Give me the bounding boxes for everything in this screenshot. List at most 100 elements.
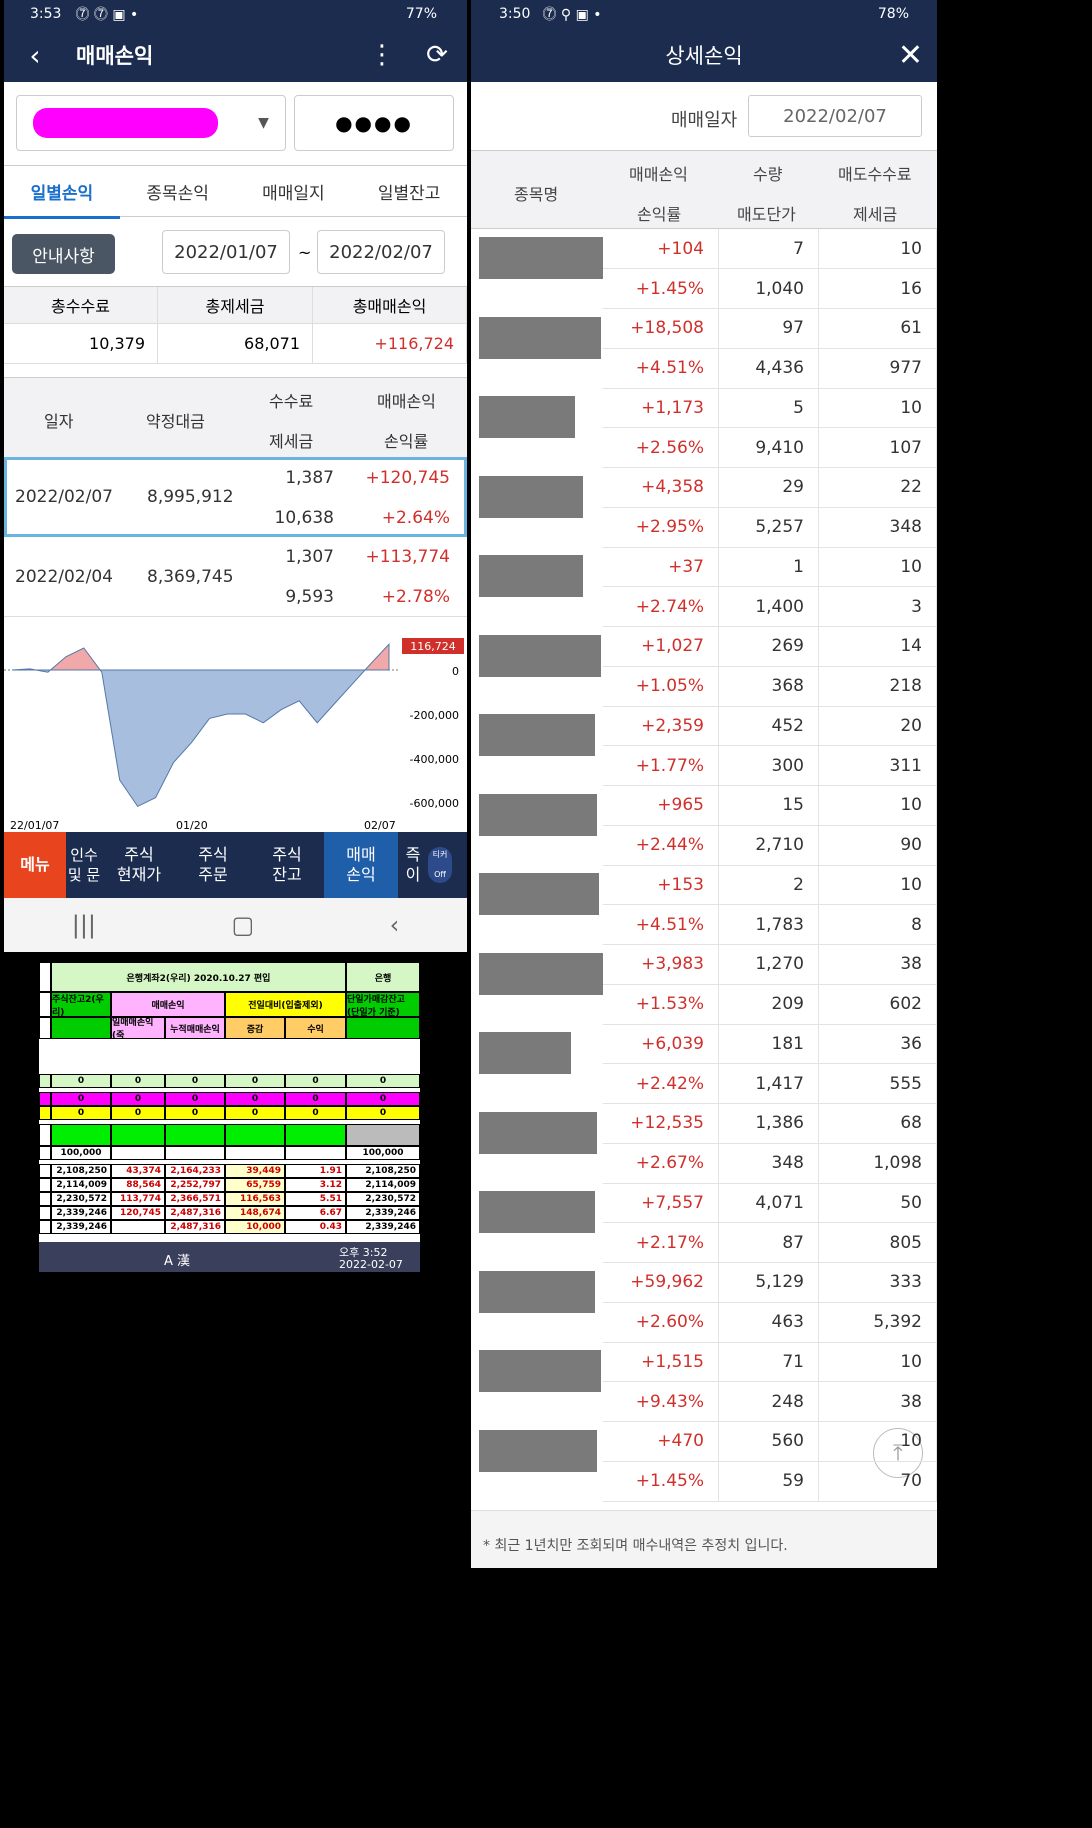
menu-item[interactable]: 주식 잔고 <box>272 845 302 884</box>
detail-row[interactable]: +2.17% 87 805 <box>603 1223 937 1263</box>
menu-item[interactable]: 주식 현재가 <box>116 845 162 884</box>
detail-tax: 805 <box>819 1223 937 1263</box>
account-select[interactable]: ▼ <box>16 95 286 151</box>
detail-row[interactable]: +37 1 10 <box>603 547 937 587</box>
cell: 2,108,250 <box>51 1164 111 1178</box>
detail-row[interactable]: +1.45% 59 70 <box>603 1461 937 1502</box>
menu-item[interactable]: 즉 이 <box>405 845 421 884</box>
detail-tax: 218 <box>819 666 937 707</box>
more-icon[interactable]: ⋮ <box>369 40 395 70</box>
password-field[interactable]: ●●●● <box>294 95 454 151</box>
detail-row[interactable]: +9.43% 248 38 <box>603 1382 937 1422</box>
col-tax: 제세금 <box>269 432 314 451</box>
detail-pnl: +1,173 <box>603 388 719 428</box>
row-rate: +2.64% <box>381 508 450 528</box>
detail-row[interactable]: +2.56% 9,410 107 <box>603 428 937 468</box>
col-rate: 손익률 <box>637 205 682 224</box>
detail-row[interactable]: +2,359 452 20 <box>603 706 937 746</box>
detail-qty: 1 <box>719 547 819 587</box>
cell: 0 <box>51 1106 111 1120</box>
detail-row[interactable]: +18,508 97 61 <box>603 308 937 349</box>
left-phone-screen: 3:53 ⓻ ⓻ ▣ • 77% ‹ 매매손익 ⋮ ⟳ ▼ ●●●● 일별손익 종목… <box>4 0 467 952</box>
detail-row[interactable]: +1.05% 368 218 <box>603 666 937 707</box>
stock-name-redacted <box>479 396 575 438</box>
tab-trade-journal[interactable]: 매매일지 <box>262 183 325 204</box>
detail-row[interactable]: +2.44% 2,710 90 <box>603 825 937 866</box>
refresh-icon[interactable]: ⟳ <box>426 40 448 70</box>
sheet-row: 2,339,246 2,487,316 10,000 0.43 2,339,246 <box>39 1220 420 1234</box>
row-tax: 10,638 <box>274 508 334 528</box>
detail-row[interactable]: +1,027 269 14 <box>603 626 937 667</box>
right-phone-screen: 3:50 ⓻ ⚲ ▣ • 78% 상세손익 ✕ 매매일자 2022/02/07 종목… <box>471 0 937 1568</box>
detail-fee: 38 <box>819 944 937 985</box>
pnl-area <box>11 643 390 670</box>
tab-daily-balance[interactable]: 일별잔고 <box>377 183 441 204</box>
table-row[interactable]: 2022/02/04 8,369,745 1,307 9,593 +113,77… <box>4 537 467 617</box>
detail-price: 2,710 <box>719 825 819 866</box>
detail-pnl: +6,039 <box>603 1024 719 1064</box>
detail-row[interactable]: +470 560 10 <box>603 1421 937 1462</box>
detail-row[interactable]: +2.60% 463 5,392 <box>603 1302 937 1343</box>
detail-fee: 10 <box>819 865 937 905</box>
detail-rate: +4.51% <box>603 905 719 945</box>
cell: 116,563 <box>225 1192 285 1206</box>
detail-row[interactable]: +7,557 4,071 50 <box>603 1183 937 1223</box>
header-cell: 단일가매감잔고 (단일가 기준) <box>346 992 420 1018</box>
detail-rate: +4.51% <box>603 348 719 389</box>
back-icon[interactable]: ‹ <box>29 38 41 72</box>
detail-row[interactable]: +153 2 10 <box>603 865 937 905</box>
detail-row[interactable]: +965 15 10 <box>603 785 937 826</box>
app-header: ‹ 매매손익 ⋮ ⟳ <box>4 28 467 82</box>
y-tick: 0 <box>452 665 459 678</box>
cell: 0 <box>225 1092 285 1106</box>
sheet-title-2: 은행 <box>346 962 420 992</box>
menu-button[interactable]: 메뉴 <box>4 832 66 898</box>
scroll-to-top-button[interactable]: ⤒ <box>873 1428 923 1478</box>
trade-date-field[interactable]: 2022/02/07 <box>748 95 922 137</box>
menu-item-active[interactable]: 매매 손익 <box>324 832 398 898</box>
home-icon[interactable]: ▢ <box>231 911 255 939</box>
detail-row[interactable]: +1.77% 300 311 <box>603 746 937 786</box>
detail-row[interactable]: +2.95% 5,257 348 <box>603 507 937 548</box>
menu-item[interactable]: 주식 주문 <box>198 845 228 884</box>
recent-apps-icon[interactable]: ||| <box>71 911 96 939</box>
menu-item[interactable]: 인수 및 문 <box>67 846 101 884</box>
detail-tax: 3 <box>819 587 937 627</box>
detail-row[interactable]: +12,535 1,386 68 <box>603 1103 937 1144</box>
nav-back-icon[interactable]: ‹ <box>389 911 400 939</box>
date-from-field[interactable]: 2022/01/07 <box>162 230 290 274</box>
cell: 2,230,572 <box>51 1192 111 1206</box>
detail-price: 9,410 <box>719 428 819 468</box>
detail-tax: 8 <box>819 905 937 945</box>
tab-bar: 일별손익 종목손익 매매일지 일별잔고 <box>4 165 467 219</box>
detail-row[interactable]: +1,515 71 10 <box>603 1342 937 1382</box>
detail-row[interactable]: +2.67% 348 1,098 <box>603 1143 937 1184</box>
detail-price: 300 <box>719 746 819 786</box>
notice-button[interactable]: 안내사항 <box>12 234 115 274</box>
detail-row[interactable]: +4.51% 4,436 977 <box>603 348 937 389</box>
detail-row[interactable]: +6,039 181 36 <box>603 1024 937 1064</box>
close-icon[interactable]: ✕ <box>897 38 923 73</box>
tab-stock-pnl[interactable]: 종목손익 <box>146 183 209 204</box>
stock-name-redacted <box>479 952 603 995</box>
detail-row[interactable]: +2.42% 1,417 555 <box>603 1064 937 1104</box>
ticker-toggle[interactable]: 티커 Off <box>428 847 452 883</box>
detail-tax: 348 <box>819 507 937 548</box>
detail-row[interactable]: +1,173 5 10 <box>603 388 937 428</box>
detail-row[interactable]: +2.74% 1,400 3 <box>603 587 937 627</box>
detail-row[interactable]: +1.53% 209 602 <box>603 984 937 1025</box>
row-rate: +2.78% <box>381 587 450 607</box>
detail-row[interactable]: +4.51% 1,783 8 <box>603 905 937 945</box>
sheet-row: 2,339,246 120,745 2,487,316 148,674 6.67 2,33… <box>39 1206 420 1220</box>
cell: 2,487,316 <box>165 1220 225 1234</box>
detail-row[interactable]: +59,962 5,129 333 <box>603 1262 937 1303</box>
detail-row[interactable]: +3,983 1,270 38 <box>603 944 937 985</box>
tab-daily-pnl[interactable]: 일별손익 <box>4 179 120 219</box>
detail-row[interactable]: +4,358 29 22 <box>603 467 937 508</box>
detail-row[interactable]: +104 7 10 <box>603 229 937 269</box>
sheet-row: 2,108,250 43,374 2,164,233 39,449 1.91 2,108,… <box>39 1164 420 1178</box>
table-row[interactable]: 2022/02/07 8,995,912 1,387 10,638 +120,7… <box>4 457 467 537</box>
detail-row[interactable]: +1.45% 1,040 16 <box>603 269 937 309</box>
date-to-field[interactable]: 2022/02/07 <box>317 230 445 274</box>
last-value-label: 116,724 <box>410 640 456 653</box>
